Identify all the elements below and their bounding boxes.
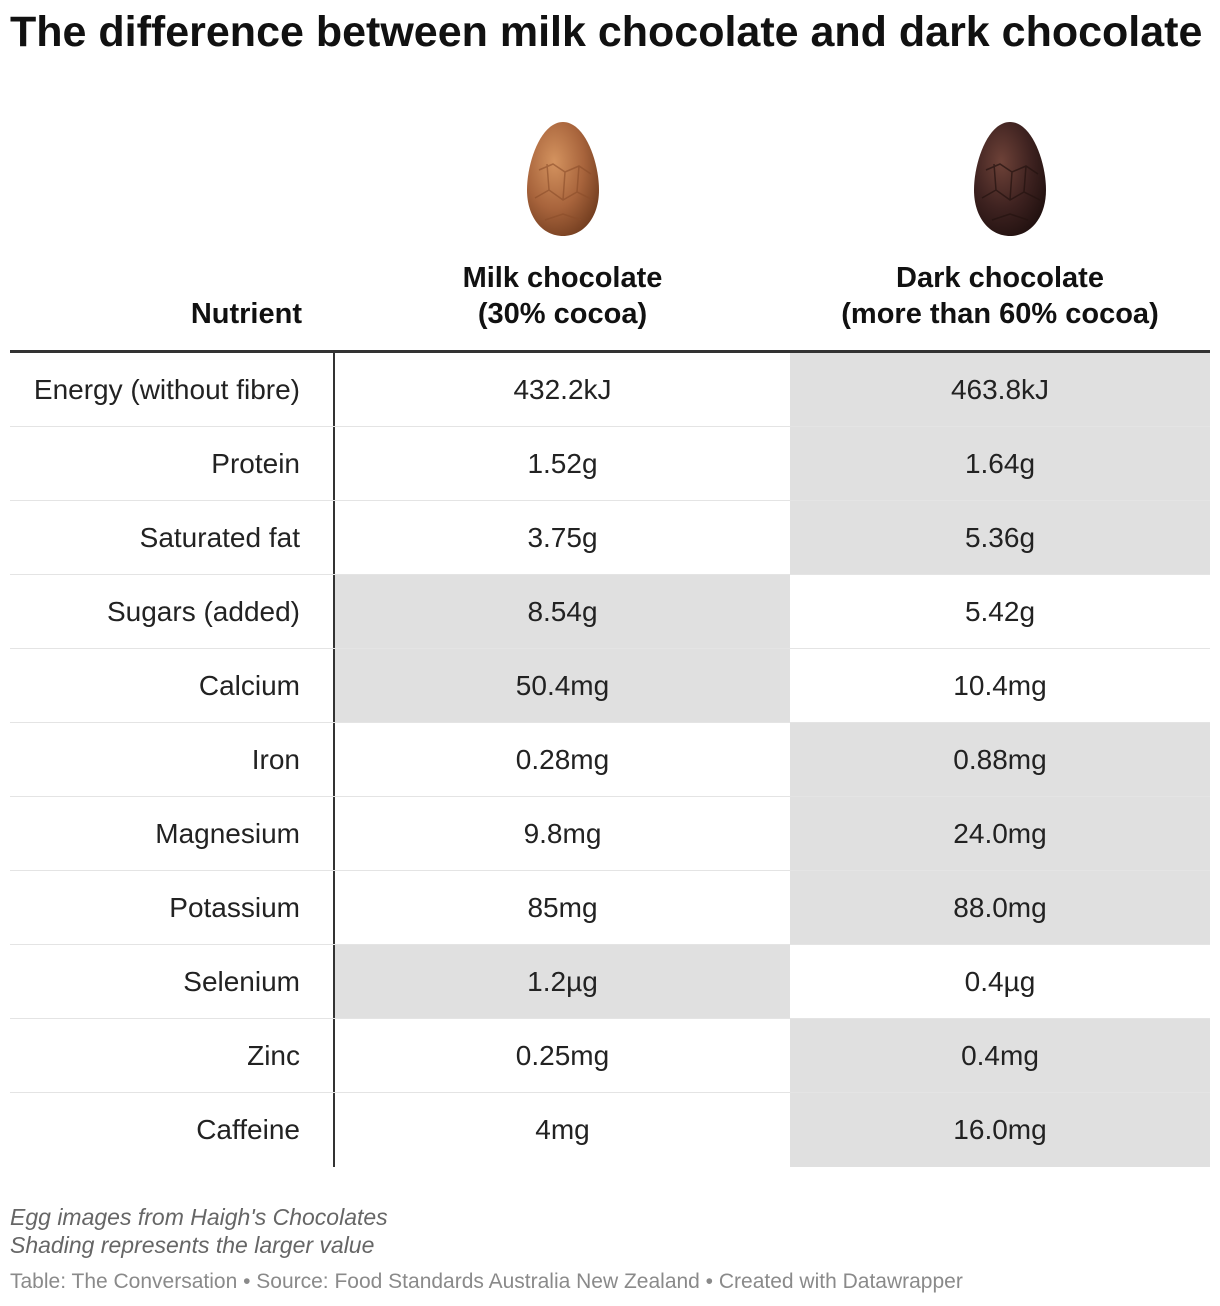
table-row: Magnesium 9.8mg 24.0mg [10,797,1210,871]
note-shading: Shading represents the larger value [10,1232,375,1258]
dark-value: 5.36g [790,501,1210,574]
table-header: Nutrient Milk chocolate (30% cocoa) Dark… [10,110,1210,350]
milk-value: 4mg [535,1114,590,1145]
nutrient-name: Selenium [10,945,335,1018]
dark-value: 0.88mg [790,723,1210,796]
table-row: Calcium 50.4mg 10.4mg [10,649,1210,723]
note-egg-images: Egg images from Haigh's Chocolates [10,1204,388,1230]
nutrient-column-header: Nutrient [190,298,302,330]
dark-value: 1.64g [790,427,1210,500]
milk-value: 85mg [527,891,598,923]
dark-chocolate-egg-icon [974,122,1046,236]
dark-value: 16.0mg [790,1093,1210,1167]
milk-value: 432.2kJ [513,373,612,405]
nutrient-name: Potassium [10,871,335,944]
table-row: Selenium 1.2µg 0.4µg [10,945,1210,1019]
nutrient-name: Energy (without fibre) [10,353,335,426]
dark-value: 0.4µg [964,965,1036,997]
table-row: Energy (without fibre) 432.2kJ 463.8kJ [10,353,1210,427]
milk-column-header: Milk chocolate (30% cocoa) [462,262,663,330]
dark-column-header: Dark chocolate (more than 60% cocoa) [841,262,1159,330]
nutrient-name: Iron [10,723,335,796]
chart-title: The difference between milk chocolate an… [10,8,1203,56]
milk-value: 1.52g [527,447,598,479]
dark-value: 463.8kJ [790,353,1210,426]
milk-value: 50.4mg [335,649,790,722]
dark-value: 5.42g [964,595,1036,627]
chart-footer: Table: The Conversation • Source: Food S… [10,1270,963,1293]
nutrient-name: Saturated fat [10,501,335,574]
nutrient-name: Calcium [10,649,335,722]
milk-value: 3.75g [527,521,598,553]
nutrient-name: Zinc [10,1019,335,1092]
dark-value: 0.4mg [790,1019,1210,1092]
table-row: Potassium 85mg 88.0mg [10,871,1210,945]
milk-chocolate-egg-icon [527,122,599,236]
table-row: Zinc 0.25mg 0.4mg [10,1019,1210,1093]
dark-value: 88.0mg [790,871,1210,944]
dark-value: 24.0mg [790,797,1210,870]
table-body: Energy (without fibre) 432.2kJ 463.8kJ Prot… [10,353,1210,1167]
milk-value: 1.2µg [335,945,790,1018]
milk-value: 9.8mg [523,817,602,849]
milk-value: 0.28mg [515,743,610,775]
header-divider [10,350,1210,353]
table-row: Iron 0.28mg 0.88mg [10,723,1210,797]
milk-value: 0.25mg [515,1039,610,1071]
table-row: Saturated fat 3.75g 5.36g [10,501,1210,575]
milk-value: 8.54g [335,575,790,648]
nutrient-name: Magnesium [10,797,335,870]
nutrient-name: Protein [10,427,335,500]
table-row: Protein 1.52g 1.64g [10,427,1210,501]
nutrient-name: Caffeine [10,1093,335,1167]
chart-notes: Egg images from Haigh's Chocolates Shadi… [10,1203,388,1259]
table-row: Caffeine 4mg 16.0mg [10,1093,1210,1167]
table-row: Sugars (added) 8.54g 5.42g [10,575,1210,649]
nutrient-name: Sugars (added) [10,575,335,648]
dark-value: 10.4mg [953,669,1047,701]
nutrient-table: Nutrient Milk chocolate (30% cocoa) Dark… [10,110,1210,1167]
